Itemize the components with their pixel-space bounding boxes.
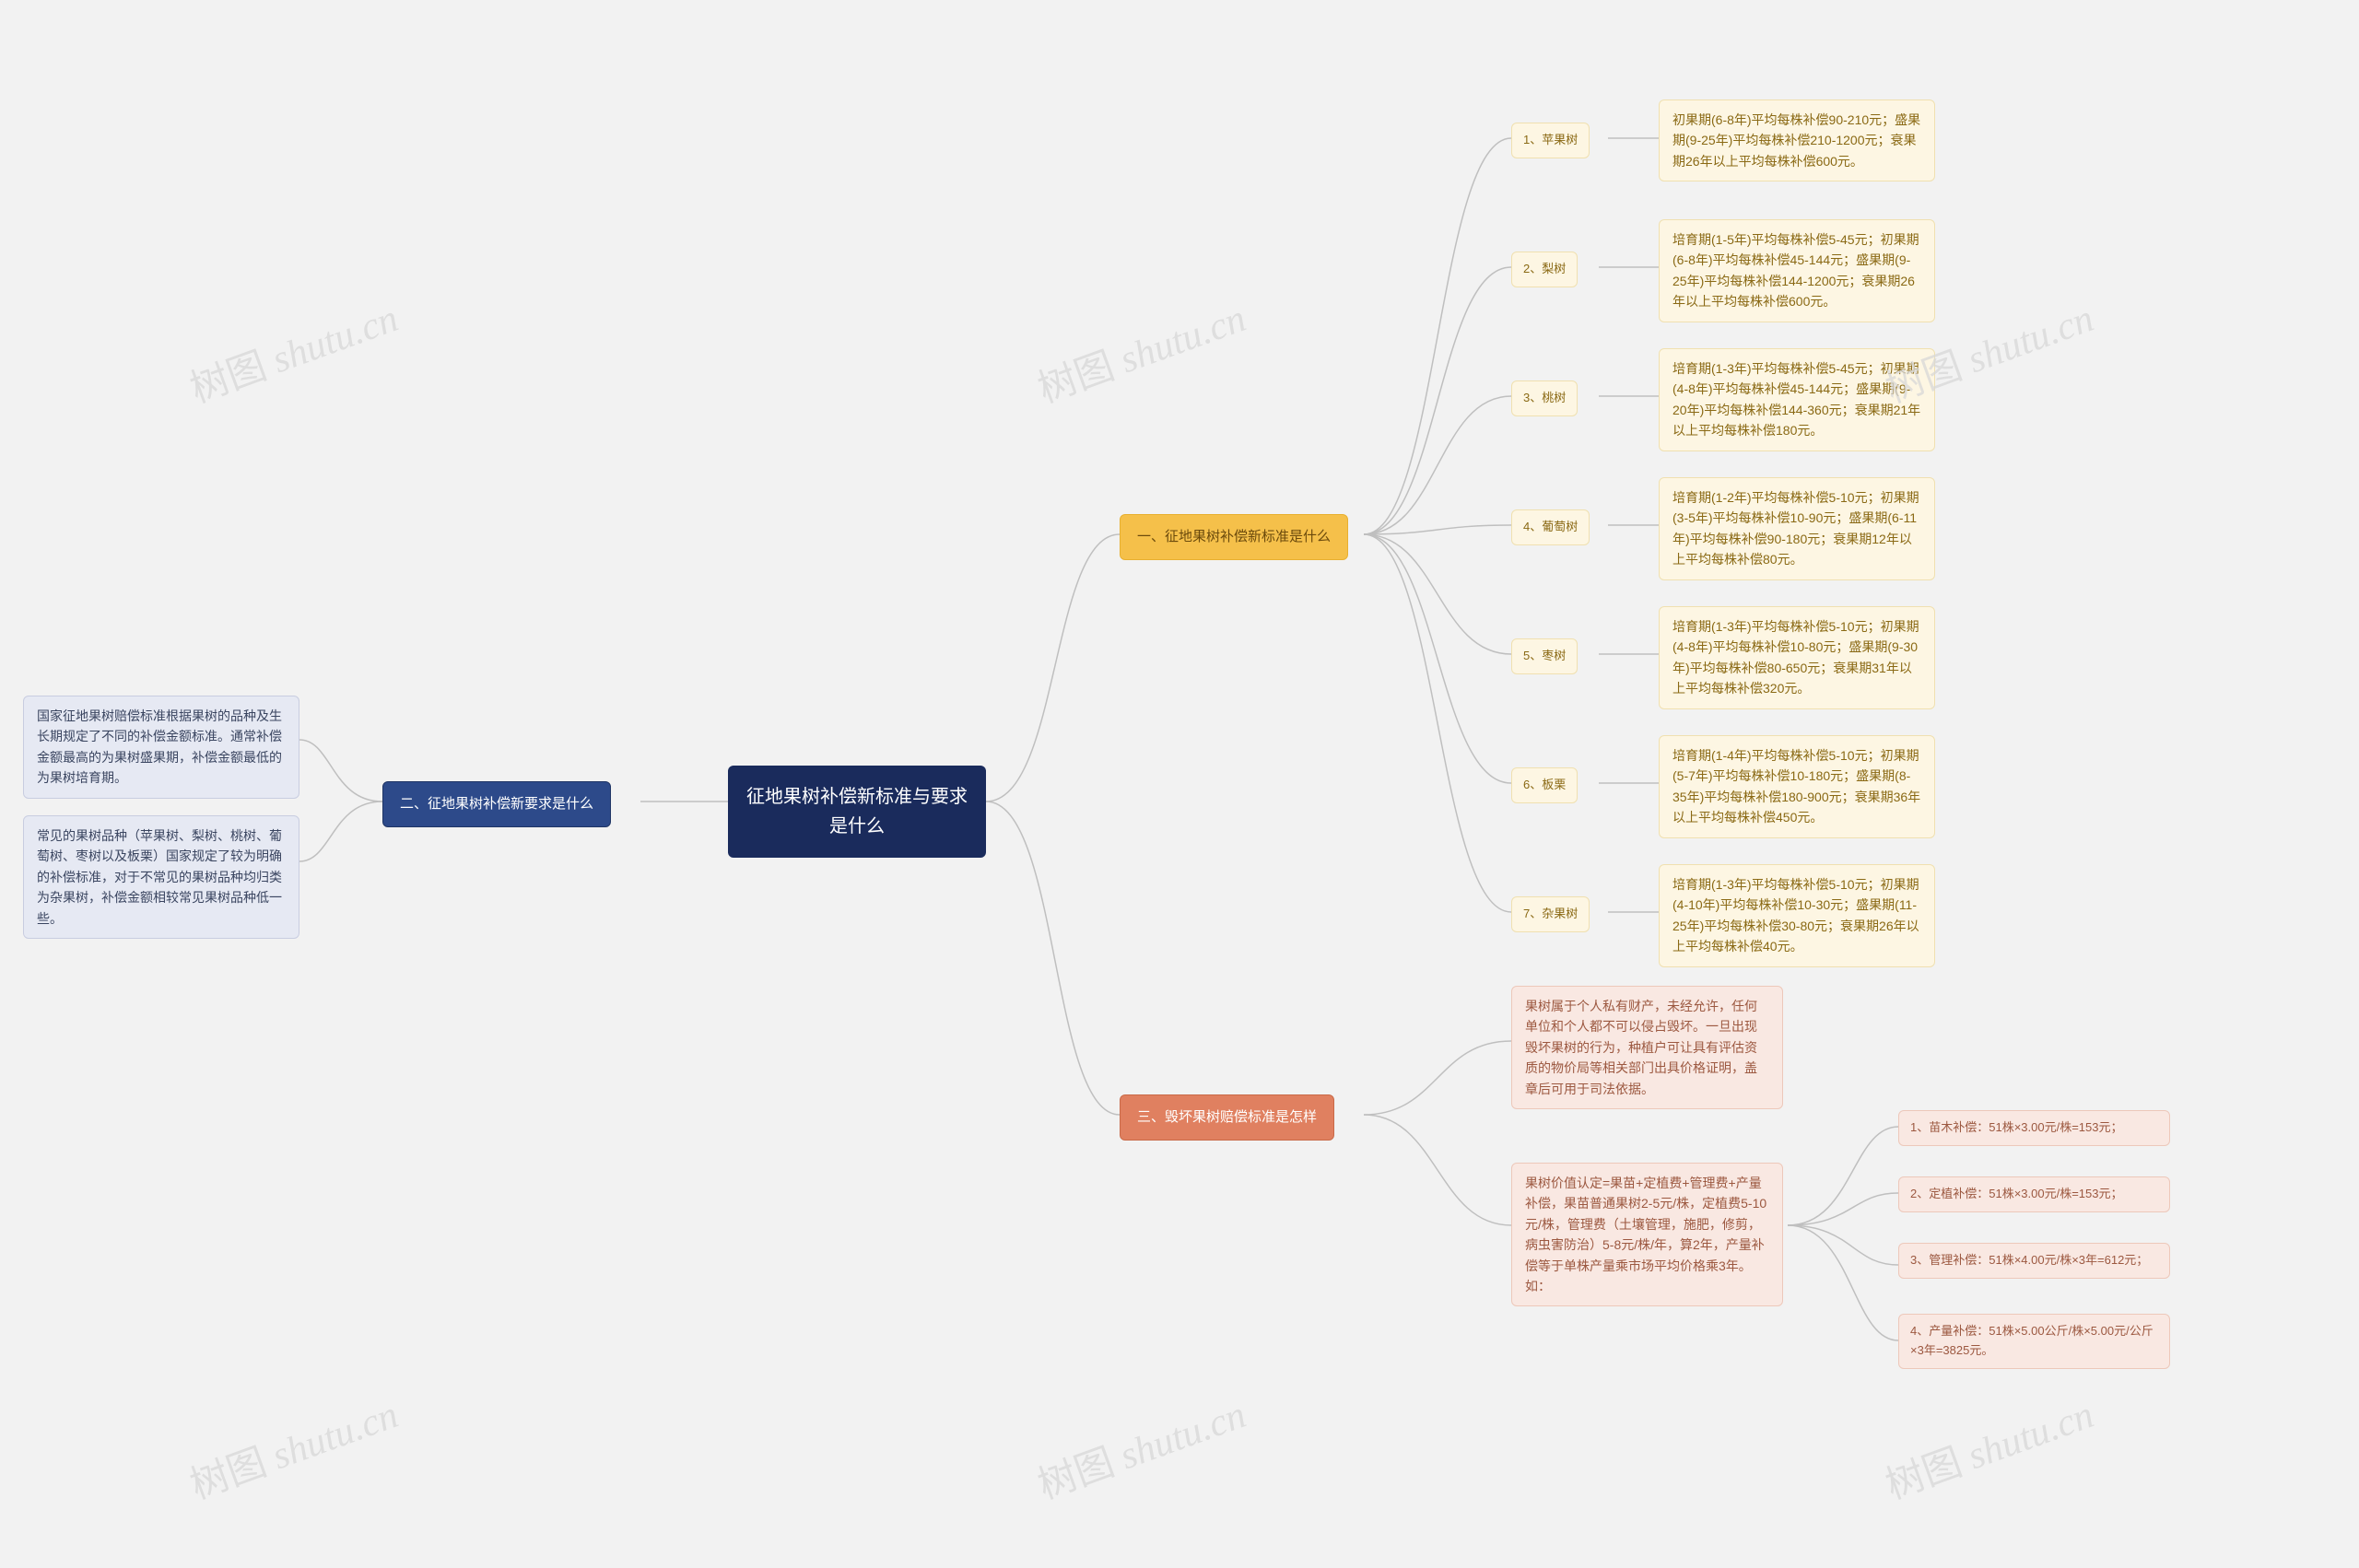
b1-item-4-label: 5、枣树 — [1511, 638, 1578, 674]
b1-item-6-desc: 培育期(1-3年)平均每株补偿5-10元；初果期(4-10年)平均每株补偿10-… — [1659, 864, 1935, 967]
branch1-title: 一、征地果树补偿新标准是什么 — [1120, 514, 1348, 560]
b1-item-6-label: 7、杂果树 — [1511, 896, 1590, 932]
b1-item-2-label: 3、桃树 — [1511, 380, 1578, 416]
b1-item-3-label: 4、葡萄树 — [1511, 509, 1590, 545]
b1-item-5-label: 6、板栗 — [1511, 767, 1578, 803]
b1-item-4-desc: 培育期(1-3年)平均每株补偿5-10元；初果期(4-8年)平均每株补偿10-8… — [1659, 606, 1935, 709]
b1-item-0-desc: 初果期(6-8年)平均每株补偿90-210元；盛果期(9-25年)平均每株补偿2… — [1659, 99, 1935, 181]
b1-item-5-desc: 培育期(1-4年)平均每株补偿5-10元；初果期(5-7年)平均每株补偿10-1… — [1659, 735, 1935, 838]
b1-item-0-label: 1、苹果树 — [1511, 123, 1590, 158]
b1-item-1-desc: 培育期(1-5年)平均每株补偿5-45元；初果期(6-8年)平均每株补偿45-1… — [1659, 219, 1935, 322]
b1-item-3-desc: 培育期(1-2年)平均每株补偿5-10元；初果期(3-5年)平均每株补偿10-9… — [1659, 477, 1935, 580]
center-node: 征地果树补偿新标准与要求是什么 — [728, 766, 986, 858]
b2-item-1: 常见的果树品种（苹果树、梨树、桃树、葡萄树、枣树以及板栗）国家规定了较为明确的补… — [23, 815, 299, 939]
b3-sub-0: 1、苗木补偿：51株×3.00元/株=153元； — [1898, 1110, 2170, 1146]
b2-item-0: 国家征地果树赔偿标准根据果树的品种及生长期规定了不同的补偿金额标准。通常补偿金额… — [23, 696, 299, 799]
b1-item-2-desc: 培育期(1-3年)平均每株补偿5-45元；初果期(4-8年)平均每株补偿45-1… — [1659, 348, 1935, 451]
b3-item-0: 果树属于个人私有财产，未经允许，任何单位和个人都不可以侵占毁坏。一旦出现毁坏果树… — [1511, 986, 1783, 1109]
b3-item-1: 果树价值认定=果苗+定植费+管理费+产量补偿，果苗普通果树2-5元/株，定植费5… — [1511, 1163, 1783, 1306]
b3-sub-1: 2、定植补偿：51株×3.00元/株=153元； — [1898, 1176, 2170, 1212]
b3-sub-2: 3、管理补偿：51株×4.00元/株×3年=612元； — [1898, 1243, 2170, 1279]
branch3-title: 三、毁坏果树赔偿标准是怎样 — [1120, 1094, 1334, 1141]
b1-item-1-label: 2、梨树 — [1511, 252, 1578, 287]
branch2-title: 二、征地果树补偿新要求是什么 — [382, 781, 611, 827]
b3-sub-3: 4、产量补偿：51株×5.00公斤/株×5.00元/公斤×3年=3825元。 — [1898, 1314, 2170, 1369]
